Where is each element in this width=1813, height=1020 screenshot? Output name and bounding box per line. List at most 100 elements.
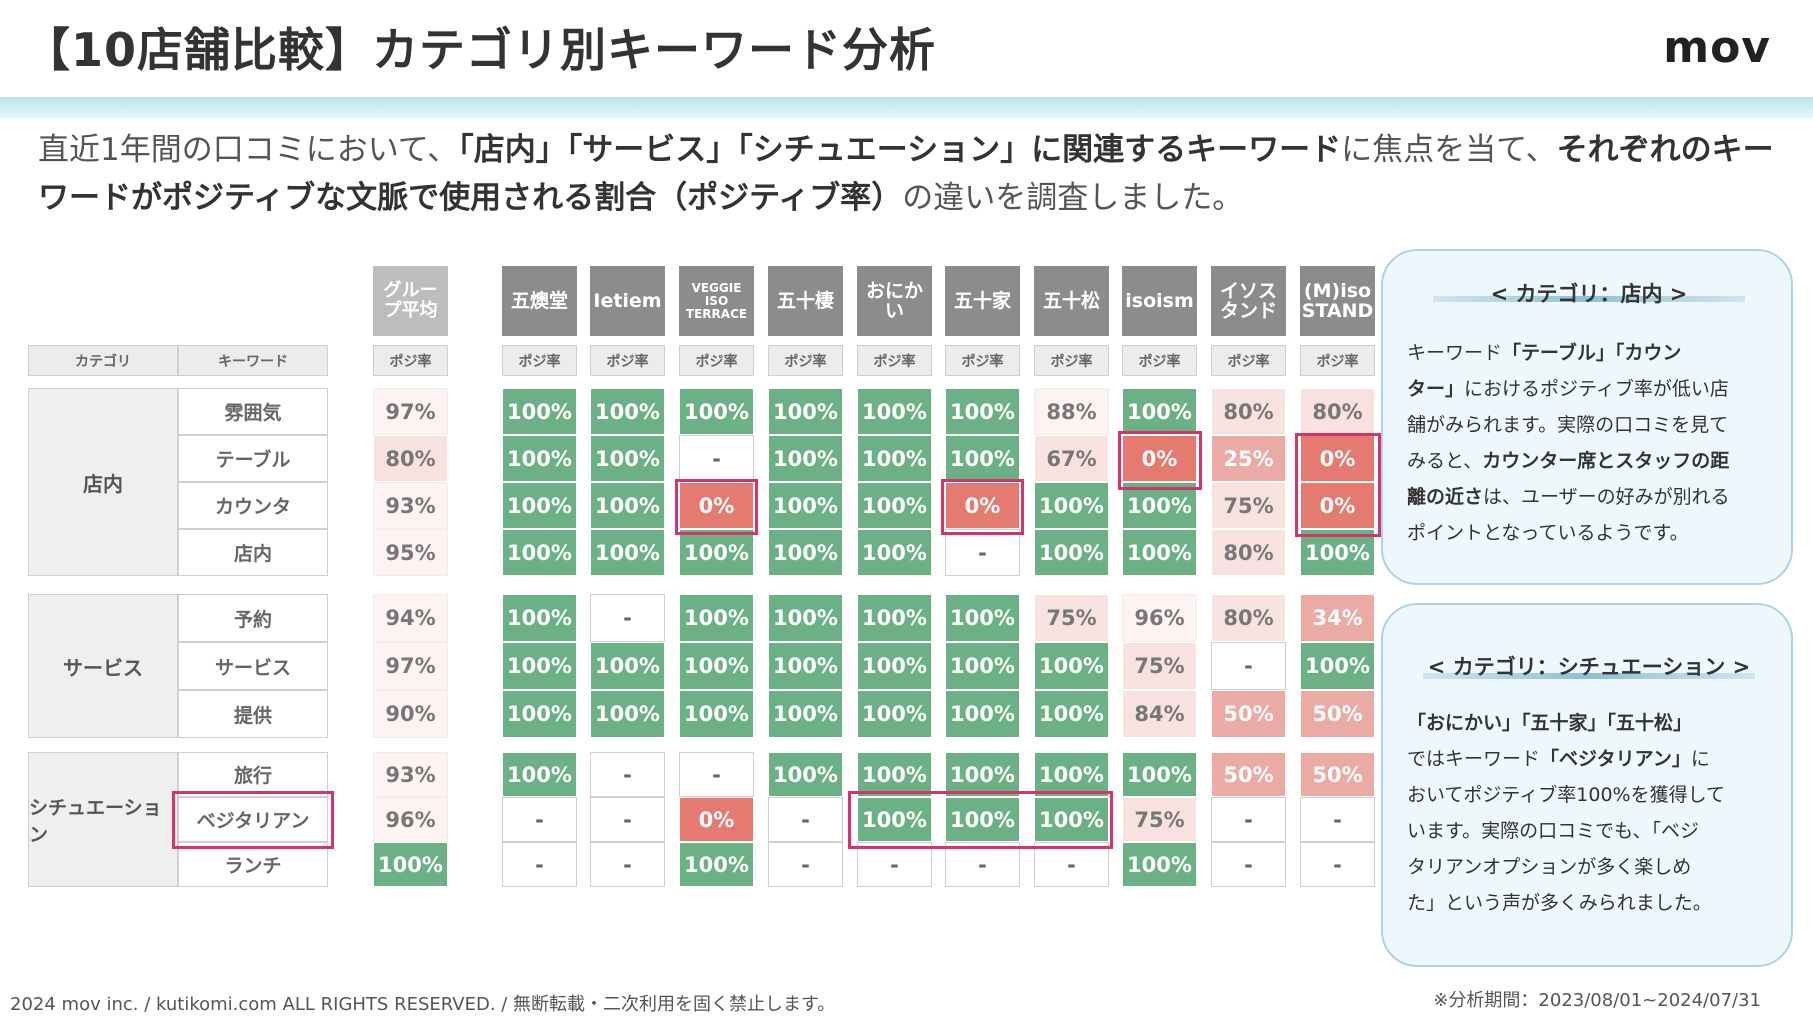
- insight-box-store-interior: < カテゴリ：店内 > キーワード「テーブル」「カウンター」におけるポジティブ率…: [1381, 249, 1793, 585]
- emphasis-text: ター」: [1407, 378, 1465, 400]
- keyword-cell: サービス: [178, 642, 328, 690]
- keyword-cell: 店内: [178, 529, 328, 576]
- value-cell: 100%: [945, 594, 1020, 642]
- body-text: ポイントとなっているようです。: [1407, 522, 1689, 544]
- value-cell: -: [679, 752, 754, 797]
- group-average-cell: 100%: [373, 842, 448, 887]
- keyword-cell: 予約: [178, 594, 328, 642]
- category-cell: サービス: [28, 594, 178, 738]
- rate-header: ポジ率: [502, 345, 577, 376]
- value-cell: 100%: [857, 594, 932, 642]
- box1-title: < カテゴリ：店内 >: [1490, 282, 1688, 306]
- value-cell: 100%: [945, 690, 1020, 738]
- value-cell: 0%: [1300, 482, 1375, 529]
- keyword-cell: 提供: [178, 690, 328, 738]
- keyword-cell: ランチ: [178, 842, 328, 887]
- value-cell: 100%: [1034, 529, 1109, 576]
- value-cell: -: [502, 797, 577, 842]
- category-cell: シチュエーション: [28, 752, 178, 887]
- box-title-underline: [1433, 296, 1745, 302]
- lead-bold-2: それぞれのキーワードがポジティブな文脈で使用される割合（ポジティブ率）: [38, 132, 1774, 216]
- value-cell: 100%: [1034, 690, 1109, 738]
- rate-header: ポジ率: [1122, 345, 1197, 376]
- value-cell: -: [679, 435, 754, 482]
- value-cell: 0%: [945, 482, 1020, 529]
- body-text: キーワード: [1407, 342, 1503, 364]
- rate-header: ポジ率: [373, 345, 448, 376]
- body-text: た」という声が多くみられました。: [1407, 892, 1712, 914]
- value-cell: 100%: [1034, 482, 1109, 529]
- store-header: 五十松: [1034, 266, 1109, 336]
- highlight-box: [1295, 433, 1381, 537]
- value-cell: 100%: [590, 642, 665, 690]
- value-cell: 100%: [679, 642, 754, 690]
- keyword-cell: ベジタリアン: [178, 797, 328, 842]
- group-average-cell: 90%: [373, 690, 448, 738]
- store-header: VEGGIE ISO TERRACE: [679, 266, 754, 336]
- value-cell: 80%: [1211, 594, 1286, 642]
- group-average-cell: 80%: [373, 435, 448, 482]
- store-header: isoism: [1122, 266, 1197, 336]
- value-cell: 100%: [945, 388, 1020, 435]
- value-cell: 100%: [857, 797, 932, 842]
- body-text: みると、: [1407, 450, 1483, 472]
- value-cell: 67%: [1034, 435, 1109, 482]
- value-cell: 100%: [502, 435, 577, 482]
- highlight-box: [172, 791, 334, 849]
- analysis-period: ※分析期間：2023/08/01~2024/07/31: [1433, 990, 1761, 1011]
- rate-header: ポジ率: [1300, 345, 1375, 376]
- box-title-underline: [1423, 673, 1755, 679]
- box-text-line: 舗がみられます。実際の口コミを見て: [1407, 407, 1783, 443]
- value-cell: -: [945, 529, 1020, 576]
- value-cell: 100%: [857, 690, 932, 738]
- value-cell: 100%: [945, 642, 1020, 690]
- value-cell: 100%: [857, 529, 932, 576]
- rate-header: ポジ率: [768, 345, 843, 376]
- value-cell: 100%: [590, 435, 665, 482]
- value-cell: 25%: [1211, 435, 1286, 482]
- value-cell: 100%: [679, 842, 754, 887]
- value-cell: 100%: [768, 482, 843, 529]
- value-cell: 100%: [679, 690, 754, 738]
- value-cell: 50%: [1211, 752, 1286, 797]
- value-cell: 100%: [590, 690, 665, 738]
- value-cell: 100%: [1034, 797, 1109, 842]
- box-text-line: タリアンオプションが多く楽しめ: [1407, 849, 1783, 885]
- page-title: 【10店舗比較】カテゴリ別キーワード分析: [24, 23, 937, 77]
- box-text-line: います。実際の口コミでも、「ベジ: [1407, 813, 1783, 849]
- value-cell: 100%: [679, 594, 754, 642]
- group-average-cell: 95%: [373, 529, 448, 576]
- value-cell: 100%: [502, 482, 577, 529]
- value-cell: 100%: [857, 388, 932, 435]
- box-text-line: ター」におけるポジティブ率が低い店: [1407, 371, 1783, 407]
- rate-header: ポジ率: [1034, 345, 1109, 376]
- body-text: おいてポジティブ率100%を獲得して: [1407, 784, 1726, 806]
- value-cell: 50%: [1300, 690, 1375, 738]
- value-cell: -: [502, 842, 577, 887]
- group-average-header: グループ平均: [373, 266, 448, 336]
- box2-title: < カテゴリ：シチュエーション >: [1427, 655, 1751, 679]
- value-cell: -: [590, 842, 665, 887]
- value-cell: 75%: [1211, 482, 1286, 529]
- value-cell: 100%: [679, 388, 754, 435]
- body-text: に: [1690, 748, 1710, 770]
- value-cell: 100%: [857, 752, 932, 797]
- store-header: 五十棲: [768, 266, 843, 336]
- value-cell: 34%: [1300, 594, 1375, 642]
- emphasis-text: 「テーブル」「カウン: [1502, 342, 1682, 364]
- group-average-cell: 97%: [373, 388, 448, 435]
- value-cell: -: [590, 594, 665, 642]
- value-cell: 100%: [945, 752, 1020, 797]
- box-text-line: ポイントとなっているようです。: [1407, 515, 1783, 551]
- value-cell: 100%: [1122, 752, 1197, 797]
- emphasis-text: 「おにかい」「五十家」「五十松」: [1407, 712, 1693, 734]
- body-text: タリアンオプションが多く楽しめ: [1407, 856, 1692, 878]
- rate-header: ポジ率: [945, 345, 1020, 376]
- value-cell: 100%: [768, 529, 843, 576]
- group-average-cell: 93%: [373, 482, 448, 529]
- emphasis-text: 離の近さ: [1407, 486, 1484, 508]
- emphasis-text: カウンター席とスタッフの距: [1482, 450, 1730, 472]
- category-cell: 店内: [28, 388, 178, 576]
- box1-text: キーワード「テーブル」「カウンター」におけるポジティブ率が低い店 舗がみられます。…: [1407, 335, 1783, 551]
- store-header: おにかい: [857, 266, 932, 336]
